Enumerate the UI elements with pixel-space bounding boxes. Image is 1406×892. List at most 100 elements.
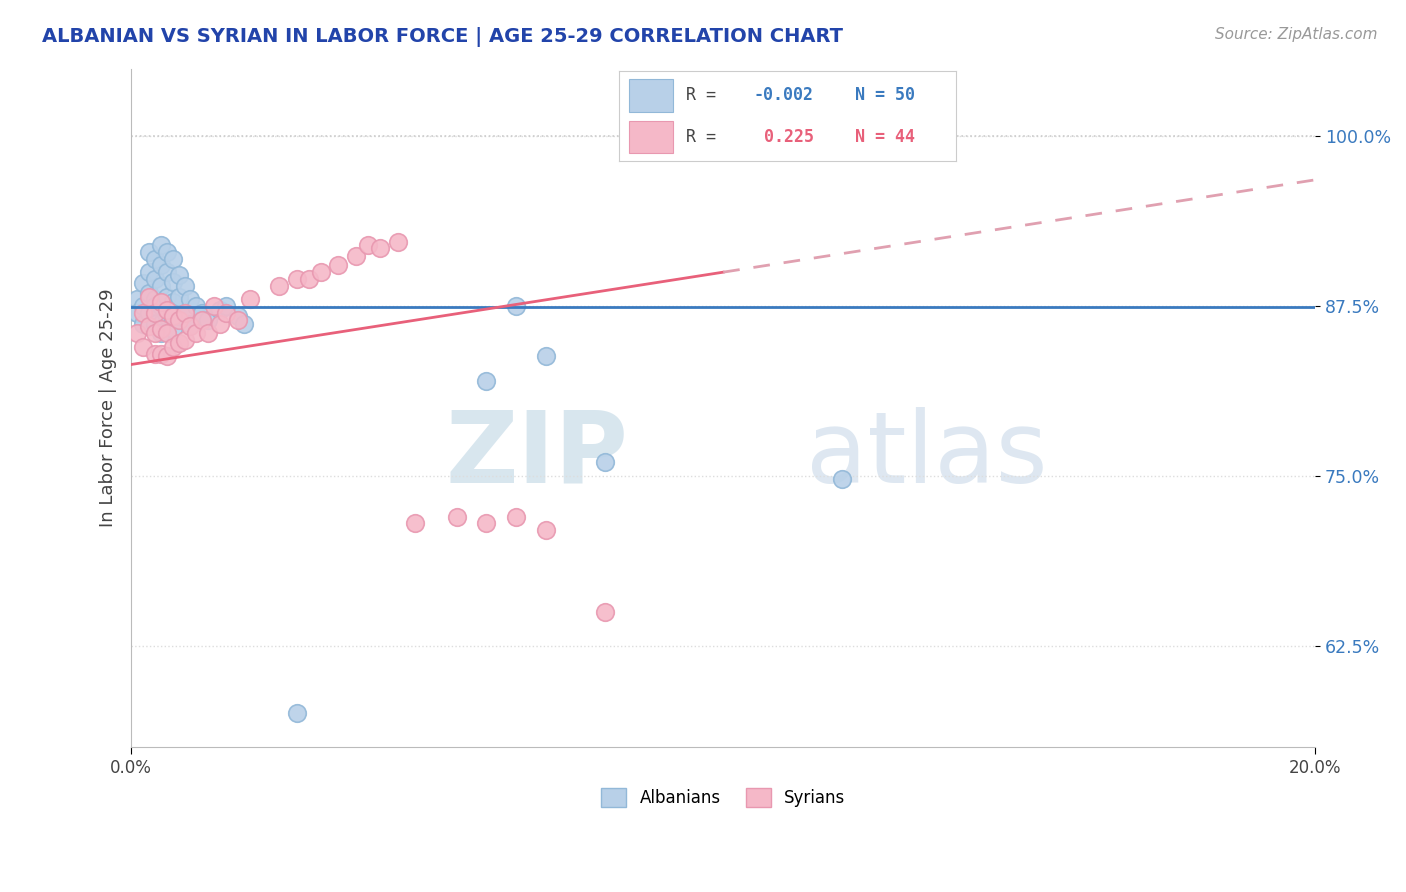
Point [143,293,166,307]
Point [138,285,160,300]
Point [127,293,149,307]
Point [143,309,166,323]
Point [156,309,179,323]
Point [138,306,160,320]
Point [344,249,367,263]
Point [162,340,184,354]
Point [167,335,190,350]
Point [143,326,166,341]
Point [173,306,195,320]
Point [475,374,498,388]
Point [143,272,166,286]
Point [226,312,249,326]
Point [162,275,184,289]
Text: ALBANIAN VS SYRIAN IN LABOR FORCE | AGE 25-29 CORRELATION CHART: ALBANIAN VS SYRIAN IN LABOR FORCE | AGE … [42,27,844,46]
Point [149,299,172,313]
Point [215,306,238,320]
Point [215,299,238,313]
Point [593,455,616,469]
Point [285,706,308,721]
Y-axis label: In Labor Force | Age 25-29: In Labor Force | Age 25-29 [100,289,117,527]
Point [132,317,155,331]
Text: ZIP: ZIP [446,407,628,504]
Point [143,346,166,360]
Text: N = 44: N = 44 [855,128,915,146]
Point [138,265,160,279]
Point [173,333,195,347]
Point [149,295,172,310]
Point [191,312,214,326]
Point [831,471,853,485]
Point [167,290,190,304]
Point [156,244,179,259]
Point [404,516,426,531]
Point [328,259,350,273]
Point [191,306,214,320]
Text: N = 50: N = 50 [855,87,915,104]
Point [138,290,160,304]
Point [149,317,172,331]
Point [156,303,179,318]
Text: Source: ZipAtlas.com: Source: ZipAtlas.com [1215,27,1378,42]
Point [149,238,172,252]
Point [357,238,380,252]
Point [173,278,195,293]
Legend: Albanians, Syrians: Albanians, Syrians [595,781,852,814]
Point [197,312,219,326]
Point [127,306,149,320]
Point [149,278,172,293]
Point [232,317,254,331]
Point [132,299,155,313]
Point [162,312,184,326]
Point [143,252,166,266]
Point [143,317,166,331]
Point [387,235,409,250]
Point [505,299,527,313]
Point [209,303,232,318]
Point [149,326,172,341]
Text: -0.002: -0.002 [754,87,814,104]
Text: atlas: atlas [806,407,1047,504]
Point [197,326,219,341]
Point [162,295,184,310]
Point [186,326,208,341]
Point [186,299,208,313]
Point [143,306,166,320]
Text: R =: R = [686,87,725,104]
Point [226,309,249,323]
Point [156,326,179,341]
Point [143,299,166,313]
Point [179,319,201,334]
Point [593,605,616,619]
FancyBboxPatch shape [628,79,672,112]
Point [162,252,184,266]
Point [298,272,321,286]
Point [156,349,179,363]
Point [132,276,155,290]
Point [149,259,172,273]
Point [209,317,232,331]
Point [239,293,262,307]
Point [179,293,201,307]
Point [269,278,291,293]
Point [156,290,179,304]
Text: R =: R = [686,128,725,146]
Point [368,241,391,255]
Point [167,309,190,323]
Point [173,306,195,320]
Point [475,516,498,531]
Point [167,312,190,326]
Point [162,322,184,336]
Point [162,309,184,323]
Point [149,346,172,360]
Point [179,317,201,331]
Point [202,299,225,313]
Point [446,509,468,524]
Point [309,265,332,279]
Point [534,523,557,537]
Point [285,272,308,286]
Point [132,340,155,354]
Text: 0.225: 0.225 [754,128,814,146]
Point [138,319,160,334]
Point [534,349,557,363]
